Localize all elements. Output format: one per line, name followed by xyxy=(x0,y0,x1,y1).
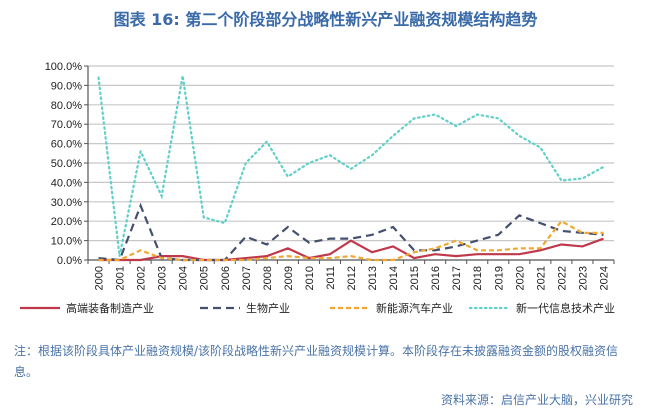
y-tick-label: 30.0% xyxy=(51,197,82,209)
x-tick-label: 2012 xyxy=(346,266,358,290)
y-tick-label: 90.0% xyxy=(51,80,82,92)
x-tick-label: 2009 xyxy=(283,266,295,290)
x-tick-label: 2001 xyxy=(115,266,127,290)
legend-label: 生物产业 xyxy=(246,301,290,315)
chart-source: 资料来源：启信产业大脑，兴业研究 xyxy=(440,393,633,407)
y-tick-label: 40.0% xyxy=(51,177,82,189)
x-tick-label: 2006 xyxy=(220,266,232,290)
y-tick-label: 70.0% xyxy=(51,119,82,131)
x-tick-label: 2005 xyxy=(199,266,211,290)
x-tick-label: 2018 xyxy=(472,266,484,290)
y-tick-label: 20.0% xyxy=(51,216,82,228)
x-tick-label: 2017 xyxy=(451,266,463,290)
legend-label: 新能源汽车产业 xyxy=(376,301,453,315)
x-tick-label: 2000 xyxy=(94,266,106,290)
line-chart: 0.0% 10.0% 20.0% 30.0% 40.0% 50.0% 60.0% 70.0% 8… xyxy=(20,61,615,315)
x-tick-label: 2016 xyxy=(430,266,442,290)
x-tick-label: 2021 xyxy=(535,266,547,290)
x-tick-label: 2007 xyxy=(241,266,253,290)
x-tick-label: 2020 xyxy=(514,266,526,290)
x-tick-label: 2003 xyxy=(157,266,169,290)
y-tick-label: 0.0% xyxy=(57,255,82,267)
x-tick-label: 2010 xyxy=(304,266,316,290)
chart-title: 图表 16: 第二个阶段部分战略性新兴产业融资规模结构趋势 xyxy=(113,10,538,29)
legend-label: 高端装备制造产业 xyxy=(66,301,154,315)
x-tick-label: 2022 xyxy=(556,266,568,290)
x-tick-label: 2023 xyxy=(577,266,589,290)
series-line-3 xyxy=(97,75,605,257)
x-tick-label: 2019 xyxy=(493,266,505,290)
y-tick-label: 100.0% xyxy=(45,61,83,73)
legend-label: 新一代信息技术产业 xyxy=(516,301,615,315)
y-tick-label: 80.0% xyxy=(51,100,82,112)
chart-note: 注：根据该阶段具体产业融资规模/该阶段战略性新兴产业融资规模计算。本阶段存在未披… xyxy=(14,344,619,379)
y-tick-label: 50.0% xyxy=(51,158,82,170)
x-tick-label: 2008 xyxy=(262,266,274,290)
x-tick-label: 2013 xyxy=(367,266,379,290)
x-tick-label: 2004 xyxy=(178,266,190,290)
x-tick-label: 2011 xyxy=(325,266,337,290)
x-tick-label: 2024 xyxy=(598,266,610,290)
x-tick-label: 2014 xyxy=(388,266,400,290)
x-tick-label: 2015 xyxy=(409,266,421,290)
y-tick-label: 10.0% xyxy=(51,236,82,248)
y-tick-label: 60.0% xyxy=(51,139,82,151)
x-tick-label: 2002 xyxy=(136,266,148,290)
